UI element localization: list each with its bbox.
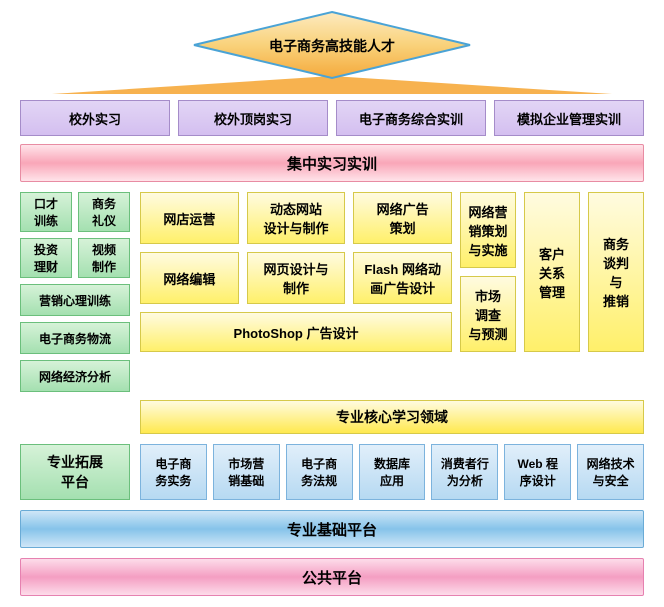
stack-column: 网络营销策划与实施 市场调查与预测: [460, 192, 516, 352]
blue-box: 市场营销基础: [213, 444, 280, 500]
yellow-box: 网页设计与制作: [247, 252, 346, 304]
yellow-wide-box: PhotoShop 广告设计: [140, 312, 452, 352]
lower-section: 专业拓展平台 电子商务实务 市场营销基础 电子商务法规 数据库应用 消费者行为分…: [20, 444, 644, 500]
green-box: 商务礼仪: [78, 192, 130, 232]
basic-platform-band: 专业基础平台: [20, 510, 644, 548]
green-box: 投资理财: [20, 238, 72, 278]
yellow-box: 网络广告策划: [353, 192, 452, 244]
tall-yellow-box: 客户关系管理: [524, 192, 580, 352]
blue-box: 电子商务实务: [140, 444, 207, 500]
core-learning-band: 专业核心学习领域: [140, 400, 644, 434]
green-wide-box: 网络经济分析: [20, 360, 130, 392]
blue-box: 消费者行为分析: [431, 444, 498, 500]
yellow-grid-col: 网店运营 动态网站设计与制作 网络广告策划 网络编辑 网页设计与制作 Flash…: [140, 192, 452, 352]
yellow-row: 网络编辑 网页设计与制作 Flash 网络动画广告设计: [140, 252, 452, 304]
yellow-stack-box: 市场调查与预测: [460, 276, 516, 352]
purple-box: 校外顶岗实习: [178, 100, 328, 136]
blue-box: 网络技术与安全: [577, 444, 644, 500]
internship-row: 校外实习 校外顶岗实习 电子商务综合实训 模拟企业管理实训: [20, 100, 644, 136]
yellow-box: 网络编辑: [140, 252, 239, 304]
concentrated-training-band: 集中实习实训: [20, 144, 644, 182]
green-wide-box: 营销心理训练: [20, 284, 130, 316]
yellow-row-area: 网店运营 动态网站设计与制作 网络广告策划 网络编辑 网页设计与制作 Flash…: [140, 192, 644, 352]
yellow-box: 动态网站设计与制作: [247, 192, 346, 244]
mid-section: 口才训练 商务礼仪 投资理财 视频制作 营销心理训练 电子商务物流 网络经济分析…: [20, 192, 644, 392]
curriculum-diagram: { "top_diamond": { "label": "电子商务高技能人才" …: [0, 0, 664, 607]
tall-yellow-box: 商务谈判与推销: [588, 192, 644, 352]
left-column: 口才训练 商务礼仪 投资理财 视频制作 营销心理训练 电子商务物流 网络经济分析: [20, 192, 130, 392]
green-box: 视频制作: [78, 238, 130, 278]
purple-box: 模拟企业管理实训: [494, 100, 644, 136]
public-platform-band: 公共平台: [20, 558, 644, 596]
yellow-stack-box: 网络营销策划与实施: [460, 192, 516, 268]
top-diamond-wrap: 电子商务高技能人才: [20, 10, 644, 80]
yellow-box: 网店运营: [140, 192, 239, 244]
yellow-box: Flash 网络动画广告设计: [353, 252, 452, 304]
left-pair: 投资理财 视频制作: [20, 238, 130, 278]
center-column: 网店运营 动态网站设计与制作 网络广告策划 网络编辑 网页设计与制作 Flash…: [140, 192, 644, 392]
blue-row: 电子商务实务 市场营销基础 电子商务法规 数据库应用 消费者行为分析 Web 程…: [140, 444, 644, 500]
purple-box: 电子商务综合实训: [336, 100, 486, 136]
diamond-label: 电子商务高技能人才: [192, 36, 472, 56]
blue-box: Web 程序设计: [504, 444, 571, 500]
purple-box: 校外实习: [20, 100, 170, 136]
blue-box: 数据库应用: [359, 444, 426, 500]
left-pair: 口才训练 商务礼仪: [20, 192, 130, 232]
green-wide-box: 电子商务物流: [20, 322, 130, 354]
blue-box: 电子商务法规: [286, 444, 353, 500]
top-diamond: 电子商务高技能人才: [192, 10, 472, 80]
yellow-row: 网店运营 动态网站设计与制作 网络广告策划: [140, 192, 452, 244]
expand-platform-box: 专业拓展平台: [20, 444, 130, 500]
green-box: 口才训练: [20, 192, 72, 232]
